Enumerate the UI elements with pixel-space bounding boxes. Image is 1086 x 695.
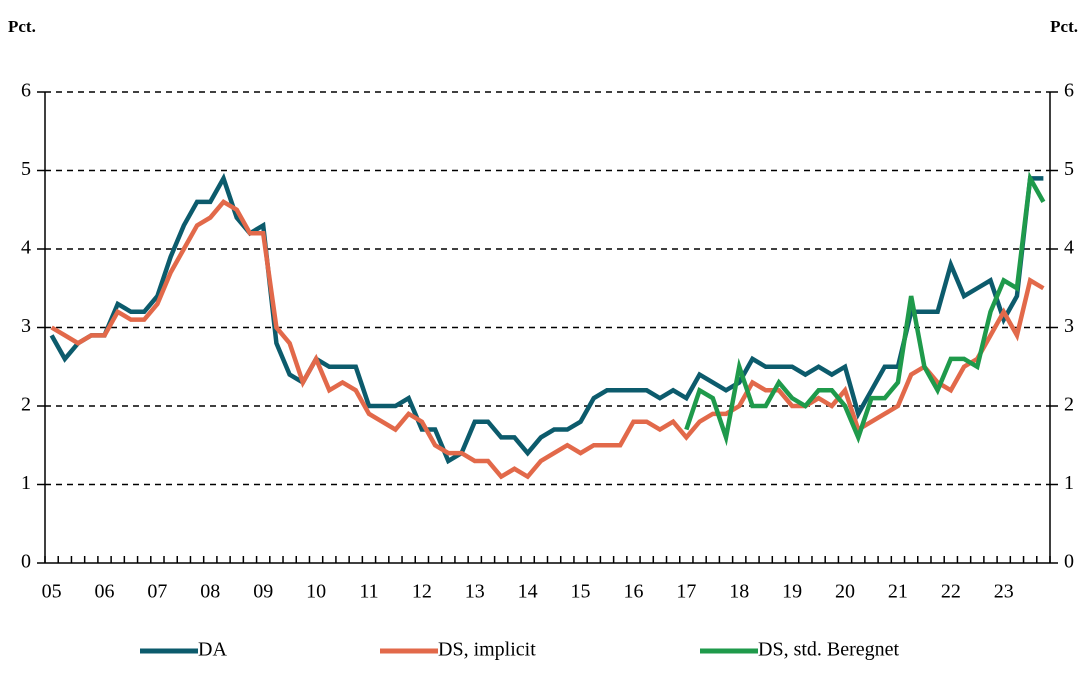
- y-tick-label: 2: [21, 394, 31, 416]
- y-tick-label: 4: [21, 237, 31, 259]
- y2-tick-label: 6: [1064, 80, 1074, 102]
- legend-label: DA: [198, 639, 227, 661]
- x-tick-label: 20: [835, 581, 855, 603]
- x-tick-label: 15: [571, 581, 591, 603]
- x-tick-label: 06: [95, 581, 115, 603]
- x-tick-label: 23: [994, 581, 1014, 603]
- y-axis-label: Pct.: [8, 17, 36, 36]
- legend-label: DS, implicit: [438, 639, 536, 661]
- x-tick-label: 11: [359, 581, 378, 603]
- x-tick-label: 07: [147, 581, 167, 603]
- y-tick-label: 6: [21, 80, 31, 102]
- y-tick-label: 3: [21, 315, 31, 337]
- y2-tick-label: 0: [1064, 551, 1074, 573]
- y2-tick-label: 1: [1064, 472, 1074, 494]
- x-tick-label: 13: [465, 581, 485, 603]
- line-series: [684, 171, 1046, 447]
- x-tick-label: 21: [888, 581, 908, 603]
- x-tick-label: 08: [200, 581, 220, 603]
- y-tick-label: 0: [21, 551, 31, 573]
- y-tick-label: 1: [21, 472, 31, 494]
- x-tick-label: 10: [306, 581, 326, 603]
- y2-tick-label: 4: [1064, 237, 1074, 259]
- x-tick-label: 18: [729, 581, 749, 603]
- x-tick-label: 22: [941, 581, 961, 603]
- x-tick-label: 17: [676, 581, 696, 603]
- line-series: [49, 172, 1044, 465]
- x-tick-label: 14: [518, 581, 538, 603]
- x-tick-label: 09: [253, 581, 273, 603]
- x-tick-label: 16: [623, 581, 643, 603]
- y2-tick-label: 5: [1064, 158, 1074, 180]
- y2-tick-label: 2: [1064, 394, 1074, 416]
- legend-label: DS, std. Beregnet: [758, 639, 900, 661]
- x-tick-label: 05: [42, 581, 62, 603]
- y-tick-label: 5: [21, 158, 31, 180]
- x-tick-label: 19: [782, 581, 802, 603]
- line-series: [50, 198, 1045, 480]
- y2-tick-label: 3: [1064, 315, 1074, 337]
- x-tick-label: 12: [412, 581, 432, 603]
- y2-axis-label: Pct.: [1050, 17, 1078, 36]
